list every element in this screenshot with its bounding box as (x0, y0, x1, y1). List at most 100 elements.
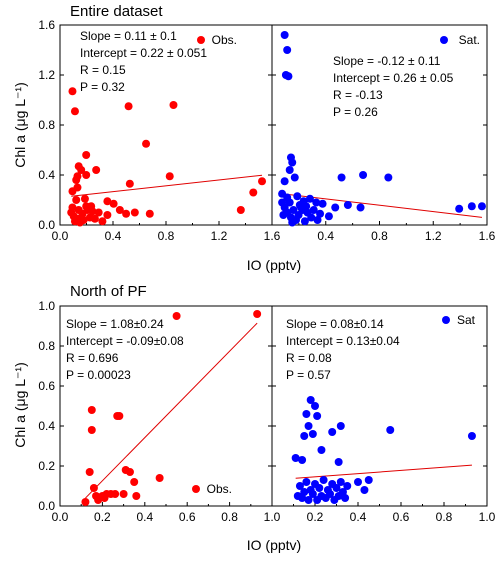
data-point (309, 206, 318, 214)
data-point (360, 486, 369, 494)
data-point (77, 166, 86, 174)
y-tick-label: 0.0 (38, 218, 55, 232)
data-point (285, 198, 294, 207)
data-point (125, 179, 134, 188)
data-point (336, 478, 345, 486)
data-point (253, 310, 262, 318)
data-point (115, 206, 124, 214)
y-tick-label: 0.4 (38, 419, 55, 433)
y-tick-label: 0.0 (38, 499, 55, 513)
data-point (130, 478, 139, 486)
x-tick-label: 1.0 (479, 510, 496, 524)
data-point (258, 177, 267, 186)
data-point (341, 494, 350, 502)
data-point (279, 211, 288, 219)
panel-entire-obs: 0.0 0.4 0.8 1.2 1.6 0.0 0.4 0.8 1.2 1.6 Slope = 0.… (38, 18, 280, 243)
data-point (317, 446, 326, 454)
title-entire-dataset: Entire dataset (70, 3, 163, 20)
fit-line (71, 174, 263, 197)
panel-north-obs: 0.0 0.2 0.4 0.6 0.8 1.0 0.0 0.2 0.4 0.6 0.8 1.0 Slop… (38, 299, 280, 524)
data-point (338, 488, 347, 496)
data-point (280, 177, 289, 186)
y-axis-label-top: Chl a (μg L⁻¹) (12, 82, 28, 167)
data-point (332, 484, 341, 492)
data-point (293, 192, 302, 201)
data-point (315, 484, 324, 492)
data-point (343, 482, 352, 490)
data-point (155, 474, 164, 482)
data-point (298, 206, 307, 214)
data-point (88, 207, 97, 216)
data-point (82, 151, 91, 159)
data-point (467, 202, 476, 211)
data-point (79, 216, 88, 224)
data-point (89, 484, 98, 492)
fit-line (85, 322, 258, 499)
data-point (319, 476, 328, 484)
data-point (304, 496, 313, 504)
stats-annotation: R = 0.696 (66, 351, 119, 365)
data-point (82, 202, 91, 211)
data-point (364, 476, 373, 484)
data-point (300, 217, 309, 226)
data-point (305, 194, 314, 203)
title-north-of-pf: North of PF (70, 283, 147, 300)
data-point (290, 173, 299, 182)
stats-annotation: Slope = 0.11 ± 0.1 (80, 29, 177, 43)
data-point (308, 430, 317, 438)
data-point (283, 46, 292, 54)
data-point (298, 456, 307, 464)
data-point (72, 196, 81, 204)
data-point (291, 454, 300, 462)
data-point (316, 209, 325, 218)
data-point (312, 198, 321, 207)
data-point (337, 173, 346, 182)
data-point (477, 202, 486, 211)
data-point (172, 312, 181, 320)
data-point (78, 209, 87, 218)
data-point (306, 396, 315, 404)
y-tick-label: 1.2 (38, 68, 55, 82)
data-point (85, 468, 94, 476)
x-tick-label: 0.8 (371, 229, 388, 243)
stats-annotation: R = -0.13 (333, 88, 383, 102)
data-point (165, 172, 174, 181)
x-tick-label: 1.6 (479, 229, 496, 243)
data-point (455, 204, 464, 213)
y-tick-label: 0.2 (38, 459, 55, 473)
data-point (236, 206, 245, 214)
data-point (359, 171, 368, 179)
data-point (288, 158, 297, 167)
legend-marker (197, 36, 205, 44)
y-tick-label: 0.8 (38, 118, 55, 132)
data-point (308, 490, 317, 498)
stats-annotation: Intercept = 0.13±0.04 (286, 334, 400, 348)
data-point (100, 494, 109, 502)
fit-line (295, 464, 472, 479)
data-point (288, 218, 297, 227)
x-tick-label: 1.2 (425, 229, 442, 243)
stats-annotation: Intercept = -0.09±0.08 (66, 334, 184, 348)
legend-label: Obs. (212, 33, 237, 47)
x-tick-label: 0.0 (52, 510, 69, 524)
x-tick-label: 0.4 (136, 510, 153, 524)
data-point (285, 166, 294, 174)
legend-label: Sat (457, 313, 476, 327)
data-point (142, 139, 151, 148)
data-point (103, 211, 112, 219)
legend-label: Sat. (459, 33, 480, 47)
data-point (467, 432, 476, 440)
data-point (80, 194, 89, 203)
data-point (169, 101, 178, 109)
stats-annotation: P = 0.32 (80, 80, 125, 94)
x-tick-label: 1.2 (211, 229, 228, 243)
data-point (125, 468, 134, 476)
data-point (356, 203, 365, 212)
data-point (331, 203, 340, 212)
data-point (109, 199, 118, 208)
x-tick-label: 0.4 (350, 510, 367, 524)
data-point (103, 197, 112, 206)
stats-annotation: Intercept = 0.22 ± 0.051 (80, 46, 207, 60)
x-tick-label: 1.0 (264, 510, 281, 524)
data-point (328, 428, 337, 436)
